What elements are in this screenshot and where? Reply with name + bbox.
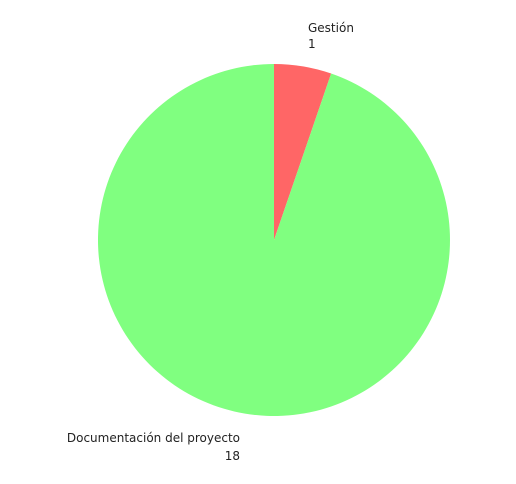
pie-slice xyxy=(274,64,332,240)
slice-labels: Gestión 1 Documentación del proyecto 18 xyxy=(67,21,354,463)
slice-label-name: Gestión xyxy=(308,21,354,35)
pie-slice xyxy=(97,64,450,416)
slice-label-value: 1 xyxy=(308,37,316,51)
slice-label-name: Documentación del proyecto xyxy=(67,431,240,445)
slice-label-value: 18 xyxy=(225,449,240,463)
pie-slices xyxy=(97,64,450,416)
